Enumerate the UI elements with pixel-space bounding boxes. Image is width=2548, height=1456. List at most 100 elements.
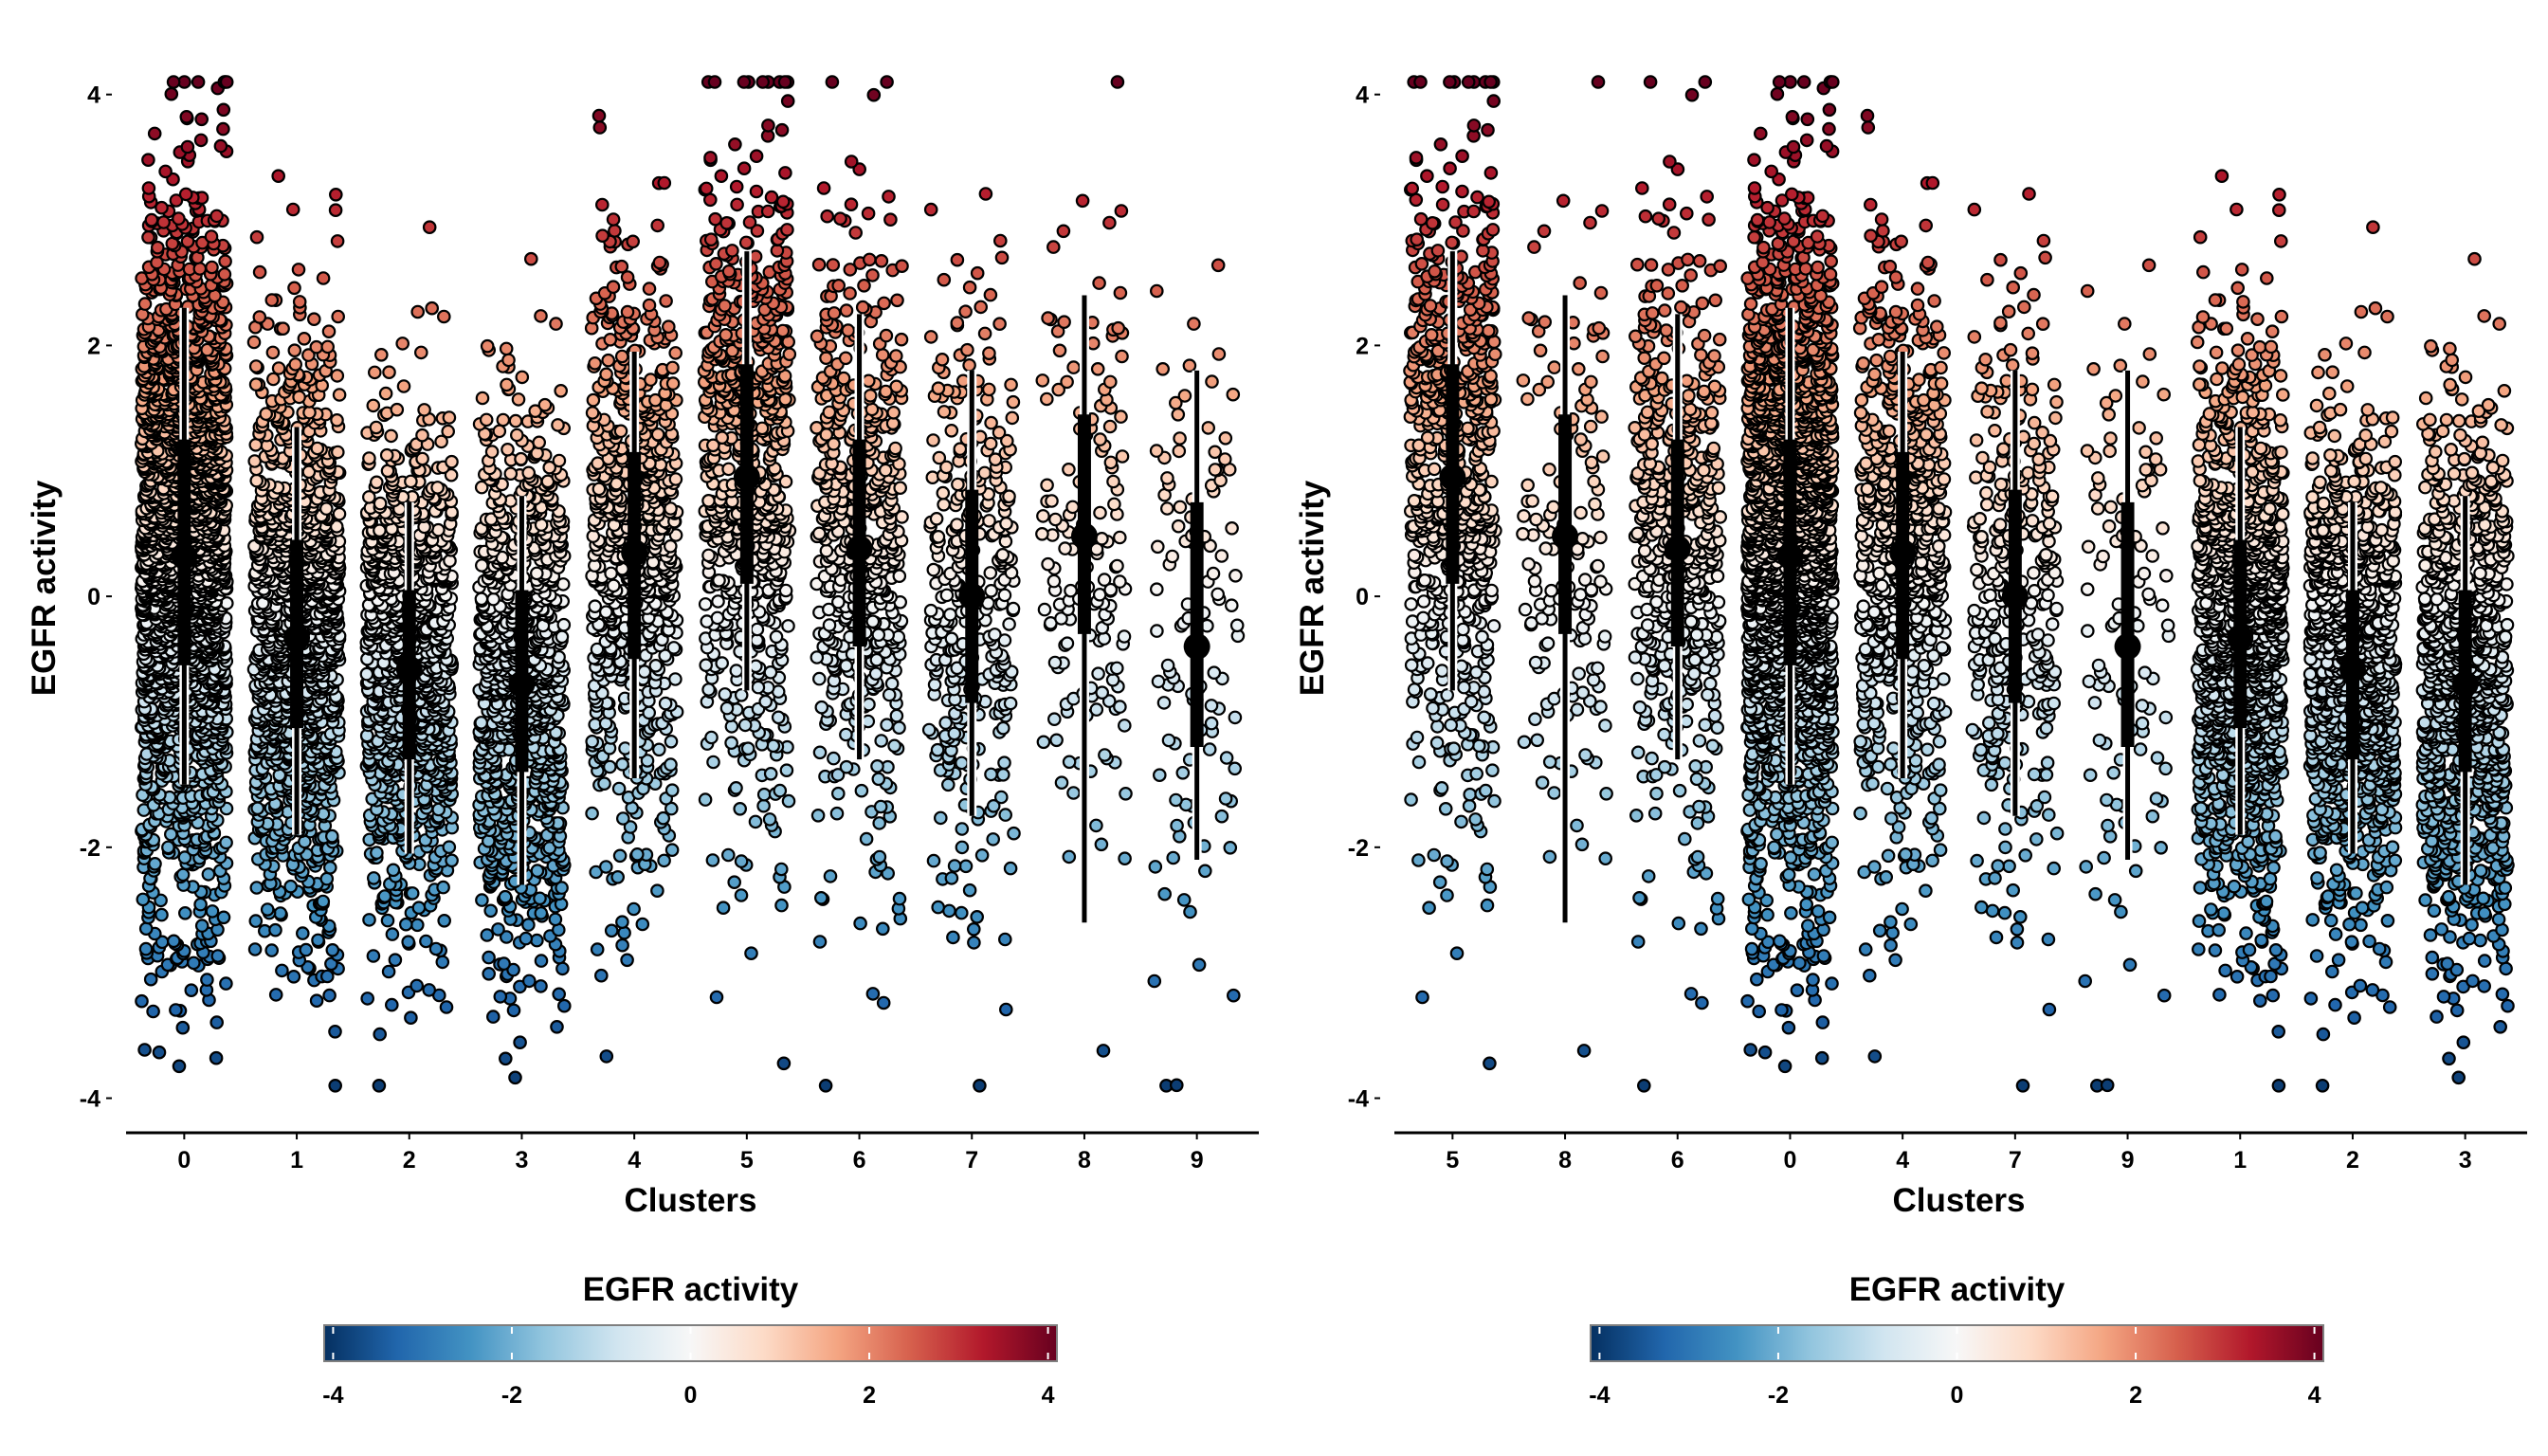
data-point: [306, 312, 321, 326]
data-point: [548, 912, 563, 927]
cluster-0-points: [135, 75, 234, 1074]
data-point: [246, 335, 262, 350]
data-point: [137, 297, 153, 311]
data-point: [138, 941, 154, 956]
data-point: [193, 133, 209, 148]
data-point: [398, 917, 413, 932]
data-point: [324, 828, 339, 844]
data-point: [200, 973, 214, 987]
data-point: [377, 889, 392, 903]
data-point: [373, 496, 388, 511]
data-point: [330, 412, 344, 428]
data-point: [555, 961, 570, 976]
data-point: [332, 506, 347, 521]
data-point: [411, 901, 427, 915]
data-point: [201, 867, 216, 882]
data-point: [175, 1020, 191, 1035]
data-point: [530, 864, 545, 878]
data-point: [316, 894, 331, 909]
data-point: [297, 331, 312, 346]
data-point: [179, 110, 194, 124]
data-point: [382, 365, 396, 379]
data-point: [360, 992, 374, 1006]
data-point: [370, 846, 384, 860]
data-point: [521, 974, 537, 989]
data-point: [217, 267, 232, 282]
data-point: [483, 903, 498, 919]
data-point: [415, 428, 429, 443]
data-point: [556, 998, 572, 1013]
data-point: [404, 474, 418, 489]
data-point: [143, 972, 158, 987]
data-point: [275, 963, 289, 978]
data-point: [550, 1020, 564, 1034]
data-point: [285, 202, 300, 217]
data-point: [422, 220, 437, 234]
data-point: [205, 904, 220, 919]
data-point: [137, 1043, 152, 1057]
data-point: [419, 934, 433, 949]
data-point: [430, 481, 445, 495]
data-point: [534, 906, 549, 920]
data-point: [319, 969, 335, 984]
data-point: [442, 410, 457, 425]
data-point: [401, 935, 415, 949]
data-point: [521, 918, 536, 932]
data-point: [219, 976, 233, 991]
data-point: [385, 927, 400, 941]
data-point: [497, 956, 511, 971]
data-point: [148, 856, 162, 871]
data-point: [331, 309, 345, 324]
data-point: [513, 1035, 527, 1049]
data-point: [316, 271, 331, 285]
data-point: [177, 850, 192, 864]
data-point: [287, 343, 302, 357]
data-point: [519, 931, 534, 946]
data-point: [330, 234, 345, 248]
data-point: [330, 445, 345, 460]
data-point: [378, 386, 393, 401]
data-point: [328, 1025, 342, 1039]
data-point: [439, 1000, 454, 1014]
data-point: [283, 879, 298, 894]
data-point: [318, 501, 334, 516]
data-point: [286, 970, 301, 984]
data-point: [144, 212, 159, 228]
data-point: [260, 902, 275, 917]
data-point: [249, 881, 264, 895]
data-point: [158, 164, 173, 179]
data-point: [362, 451, 376, 465]
data-point: [498, 1051, 513, 1066]
data-point: [175, 867, 191, 883]
data-point: [311, 933, 325, 948]
data-point: [141, 181, 156, 195]
data-point: [491, 922, 505, 937]
data-point: [271, 169, 285, 183]
data-point: [264, 293, 280, 307]
data-point: [169, 1003, 183, 1017]
data-point: [152, 1045, 167, 1060]
data-point: [249, 473, 264, 488]
data-point: [322, 988, 337, 1003]
data-point: [187, 956, 201, 971]
data-point: [493, 990, 508, 1004]
data-point: [410, 304, 425, 319]
data-point: [178, 905, 192, 920]
data-point: [248, 914, 264, 928]
data-point: [413, 345, 428, 360]
jitter-points: [135, 75, 1246, 1093]
data-point: [325, 942, 340, 957]
data-point: [252, 264, 267, 280]
data-point: [273, 906, 288, 920]
data-point: [362, 913, 376, 927]
data-point: [405, 886, 420, 901]
data-point: [395, 337, 410, 351]
data-point: [445, 454, 459, 469]
data-point: [485, 1010, 500, 1024]
data-point: [299, 942, 314, 957]
data-point: [435, 955, 450, 970]
data-point: [417, 403, 431, 417]
data-point: [292, 390, 306, 405]
data-point: [372, 1079, 387, 1093]
